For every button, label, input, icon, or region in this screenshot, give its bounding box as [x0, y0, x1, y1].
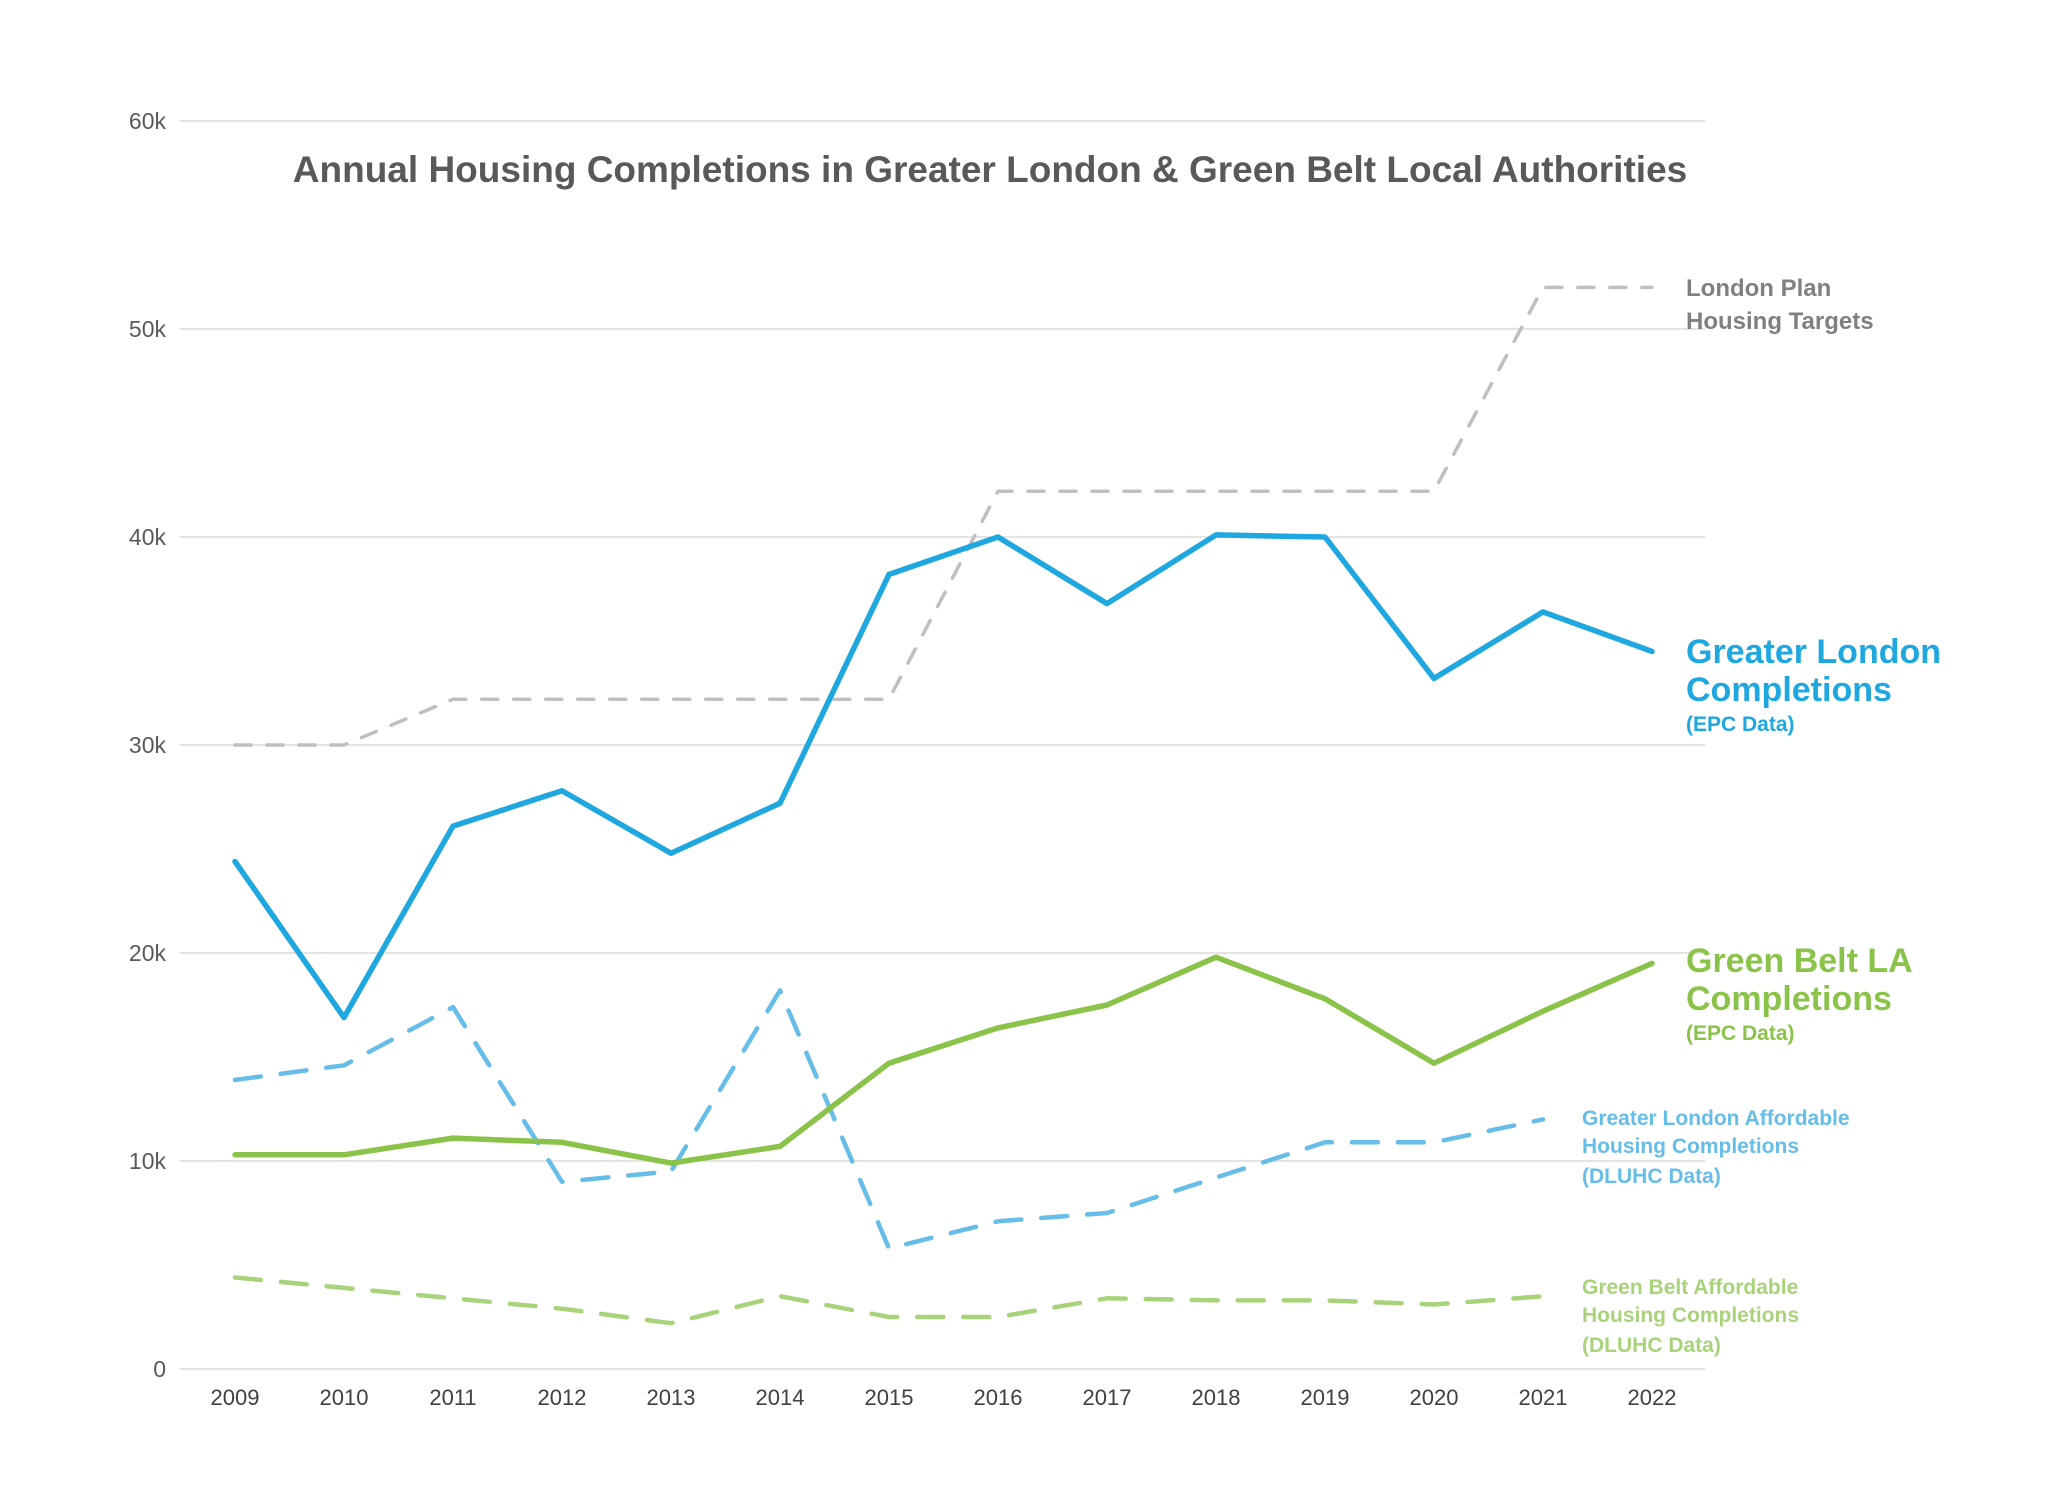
y-tick-label: 60k [129, 108, 167, 134]
x-tick-label: 2013 [647, 1385, 696, 1410]
x-tick-label: 2012 [538, 1385, 587, 1410]
y-tick-label: 20k [129, 940, 167, 966]
series-line-gba [232, 1275, 1546, 1326]
series-line-targets [233, 285, 1654, 747]
series-label-line: Green Belt Affordable [1582, 1276, 1798, 1299]
series-label-source-gba: (DLUHC Data) [1582, 1334, 1721, 1357]
y-tick-label: 10k [129, 1148, 167, 1174]
chart-title: Annual Housing Completions in Greater Lo… [293, 149, 1687, 190]
series-line-gl [232, 532, 1655, 1021]
y-tick-label: 30k [129, 732, 167, 758]
x-tick-label: 2019 [1301, 1385, 1350, 1410]
x-tick-label: 2015 [865, 1385, 914, 1410]
y-tick-label: 0 [153, 1356, 166, 1382]
series-label-gl: Greater London Completions [1686, 633, 1941, 709]
series-label-line: Greater London Affordable [1582, 1107, 1850, 1130]
x-tick-label: 2014 [756, 1385, 805, 1410]
x-tick-label: 2011 [429, 1385, 476, 1410]
x-tick-label: 2018 [1192, 1385, 1241, 1410]
x-tick-label: 2020 [1410, 1385, 1459, 1410]
series-label-gba: Green Belt Affordable Housing Completions [1582, 1276, 1799, 1327]
series-label-line: Housing Targets [1686, 308, 1874, 335]
series-label-source-gb: (EPC Data) [1686, 1022, 1795, 1045]
series-label-source-gl: (EPC Data) [1686, 713, 1795, 736]
series-label-line: Completions [1686, 671, 1892, 709]
series-label-line: Green Belt LA [1686, 942, 1913, 980]
series-labels: London Plan Housing Targets Greater London… [1582, 275, 1941, 1357]
series-label-source-gla: (DLUHC Data) [1582, 1165, 1721, 1188]
series-line-gb [232, 954, 1655, 1166]
y-axis-ticks: 0 10k 20k 30k 40k 50k 60k [129, 108, 167, 1382]
x-axis-ticks: 2009 2010 2011 2012 2013 2014 2015 2016 2017 2018… [211, 1385, 1677, 1410]
y-tick-label: 50k [129, 316, 167, 342]
x-tick-label: 2022 [1628, 1385, 1677, 1410]
x-tick-label: 2021 [1519, 1385, 1568, 1410]
x-tick-label: 2017 [1083, 1385, 1132, 1410]
x-tick-label: 2010 [320, 1385, 369, 1410]
gridlines [180, 120, 1705, 1370]
series-label-line: Completions [1686, 980, 1892, 1018]
y-tick-label: 40k [129, 524, 167, 550]
series-label-line: Greater London [1686, 633, 1941, 671]
series-label-line: Housing Completions [1582, 1304, 1799, 1327]
series-label-gla: Greater London Affordable Housing Complet… [1582, 1107, 1850, 1158]
series-lines [232, 285, 1655, 1326]
x-tick-label: 2009 [211, 1385, 260, 1410]
series-label-targets: London Plan Housing Targets [1686, 275, 1874, 335]
series-label-line: Housing Completions [1582, 1135, 1799, 1158]
series-label-line: London Plan [1686, 275, 1831, 302]
series-label-gb: Green Belt LA Completions [1686, 942, 1913, 1018]
series-line-gla [232, 988, 1546, 1251]
x-tick-label: 2016 [974, 1385, 1023, 1410]
